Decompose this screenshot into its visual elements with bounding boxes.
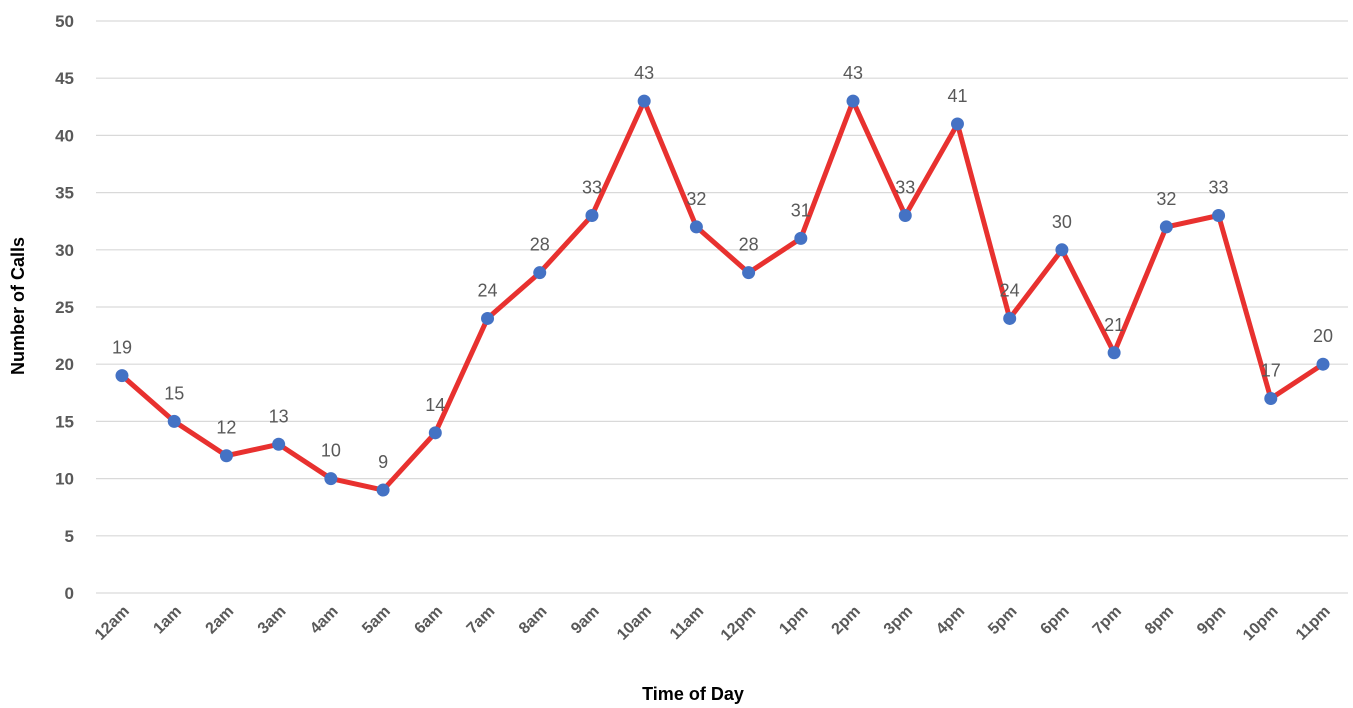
data-label: 30 xyxy=(1052,212,1072,232)
data-label: 33 xyxy=(895,177,915,197)
data-label: 32 xyxy=(1156,189,1176,209)
y-tick-label: 35 xyxy=(55,184,74,203)
x-tick-label: 5pm xyxy=(985,603,1020,638)
data-point xyxy=(324,472,338,486)
x-tick-label: 3pm xyxy=(881,603,916,638)
y-tick-label: 15 xyxy=(55,412,74,431)
data-label: 14 xyxy=(425,395,445,415)
data-label: 20 xyxy=(1313,326,1333,346)
data-point xyxy=(742,266,756,280)
data-point xyxy=(1212,208,1226,222)
data-label: 43 xyxy=(634,63,654,83)
data-label: 41 xyxy=(947,86,967,106)
y-tick-label: 5 xyxy=(65,527,74,546)
x-tick-label: 7pm xyxy=(1090,603,1125,638)
y-tick-label: 45 xyxy=(55,69,74,88)
x-tick-label: 9pm xyxy=(1194,603,1229,638)
data-point xyxy=(898,208,912,222)
y-tick-label: 10 xyxy=(55,470,74,489)
data-point xyxy=(115,369,129,383)
data-point xyxy=(1055,243,1069,257)
data-label: 24 xyxy=(478,280,498,300)
data-point xyxy=(167,414,181,428)
data-label: 33 xyxy=(1209,177,1229,197)
data-label: 21 xyxy=(1104,315,1124,335)
x-tick-label: 10am xyxy=(614,603,655,644)
x-tick-label: 12pm xyxy=(718,603,760,645)
data-point xyxy=(1003,311,1017,325)
data-label: 9 xyxy=(378,452,388,472)
x-tick-label: 10pm xyxy=(1240,603,1282,645)
data-point xyxy=(846,94,860,108)
data-label: 24 xyxy=(1000,280,1020,300)
data-label: 28 xyxy=(530,235,550,255)
x-tick-label: 4am xyxy=(307,603,342,638)
series-line-group xyxy=(119,98,1326,493)
data-label: 12 xyxy=(216,418,236,438)
data-point xyxy=(585,208,599,222)
data-point xyxy=(272,437,286,451)
data-label: 17 xyxy=(1261,361,1281,381)
data-point xyxy=(428,426,442,440)
data-point xyxy=(533,266,547,280)
data-point xyxy=(950,117,964,131)
x-tick-label: 9am xyxy=(568,603,603,638)
x-tick-label: 8pm xyxy=(1142,603,1177,638)
data-point xyxy=(481,311,495,325)
x-tick-label: 1am xyxy=(150,603,185,638)
data-label: 13 xyxy=(269,406,289,426)
data-label: 31 xyxy=(791,200,811,220)
x-tick-label: 11pm xyxy=(1293,603,1334,644)
x-tick-label: 1pm xyxy=(776,603,811,638)
x-tick-label: 2am xyxy=(203,603,238,638)
data-label: 32 xyxy=(686,189,706,209)
data-point xyxy=(637,94,651,108)
y-tick-label: 20 xyxy=(55,355,74,374)
data-point xyxy=(689,220,703,234)
data-label: 28 xyxy=(739,235,759,255)
y-tick-label: 0 xyxy=(65,584,74,603)
data-point xyxy=(1159,220,1173,234)
data-point xyxy=(1264,392,1278,406)
x-tick-label: 11am xyxy=(667,603,707,643)
x-tick-label: 8am xyxy=(516,603,551,638)
x-tick-label: 5am xyxy=(359,603,394,638)
gridlines xyxy=(96,20,1348,594)
data-label: 43 xyxy=(843,63,863,83)
data-point xyxy=(794,231,808,245)
data-point xyxy=(219,449,233,463)
y-axis-title: Number of Calls xyxy=(8,237,28,375)
y-tick-label: 25 xyxy=(55,298,74,317)
data-point xyxy=(1107,346,1121,360)
data-point xyxy=(1316,357,1330,371)
data-label: 19 xyxy=(112,338,132,358)
x-tick-label: 3am xyxy=(255,603,290,638)
x-axis-title: Time of Day xyxy=(642,684,744,704)
data-label: 15 xyxy=(164,383,184,403)
x-tick-label: 6am xyxy=(411,603,446,638)
x-tick-label: 12am xyxy=(92,603,133,644)
y-axis-ticks: 0 5 10 15 20 25 30 35 40 45 50 xyxy=(55,12,74,603)
data-label: 10 xyxy=(321,441,341,461)
data-point xyxy=(376,483,390,497)
data-labels: 19 15 12 13 10 9 14 24 28 33 43 32 28 31 43 33 41 24 30 21 3… xyxy=(112,63,1333,472)
x-tick-label: 2pm xyxy=(829,603,864,638)
x-tick-label: 4pm xyxy=(933,603,968,638)
data-label: 33 xyxy=(582,177,602,197)
y-tick-label: 40 xyxy=(55,126,74,145)
x-tick-label: 6pm xyxy=(1037,603,1072,638)
y-tick-label: 50 xyxy=(55,12,74,31)
x-axis-ticks: 12am 1am 2am 3am 4am 5am 6am 7am 8am 9am 10am 11am 1… xyxy=(92,603,1334,645)
series-line xyxy=(119,98,1326,493)
series-markers xyxy=(115,94,1330,497)
y-tick-label: 30 xyxy=(55,241,74,260)
x-tick-label: 7am xyxy=(464,603,499,638)
